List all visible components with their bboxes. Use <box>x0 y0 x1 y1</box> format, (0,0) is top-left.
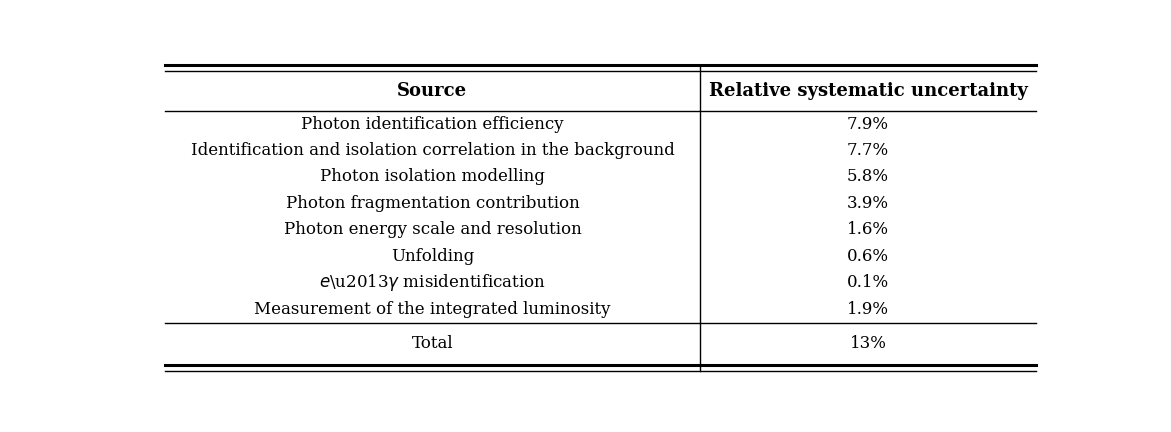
Text: Identification and isolation correlation in the background: Identification and isolation correlation… <box>191 142 674 159</box>
Text: Total: Total <box>412 335 453 353</box>
Text: Source: Source <box>397 82 467 100</box>
Text: 13%: 13% <box>850 335 886 353</box>
Text: 3.9%: 3.9% <box>847 195 889 212</box>
Text: Measurement of the integrated luminosity: Measurement of the integrated luminosity <box>254 301 611 318</box>
Text: 1.6%: 1.6% <box>847 222 889 238</box>
Text: 0.1%: 0.1% <box>847 274 889 291</box>
Text: 0.6%: 0.6% <box>847 248 889 265</box>
Text: 5.8%: 5.8% <box>847 168 889 185</box>
Text: Photon energy scale and resolution: Photon energy scale and resolution <box>283 222 581 238</box>
Text: Photon identification efficiency: Photon identification efficiency <box>301 116 563 133</box>
Text: $e$\u2013$\gamma$ misidentification: $e$\u2013$\gamma$ misidentification <box>319 272 546 293</box>
Text: 7.9%: 7.9% <box>847 116 889 133</box>
Text: Unfolding: Unfolding <box>391 248 474 265</box>
Text: Photon isolation modelling: Photon isolation modelling <box>320 168 545 185</box>
Text: Photon fragmentation contribution: Photon fragmentation contribution <box>286 195 580 212</box>
Text: 1.9%: 1.9% <box>847 301 889 318</box>
Text: Relative systematic uncertainty: Relative systematic uncertainty <box>708 82 1027 100</box>
Text: 7.7%: 7.7% <box>847 142 889 159</box>
